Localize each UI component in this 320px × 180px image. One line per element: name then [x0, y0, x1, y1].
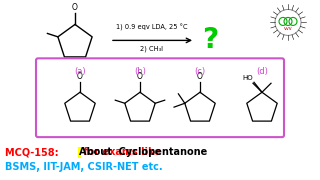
- Text: HO: HO: [242, 75, 253, 81]
- Text: (c): (c): [195, 67, 205, 76]
- FancyBboxPatch shape: [36, 58, 284, 137]
- Text: About  Cyclopentanone: About Cyclopentanone: [78, 147, 207, 157]
- Text: MCQ-158:: MCQ-158:: [5, 147, 62, 157]
- Text: O: O: [137, 72, 143, 81]
- Text: O: O: [197, 72, 203, 81]
- Text: for exams like: for exams like: [80, 147, 161, 157]
- Text: (a): (a): [74, 67, 86, 76]
- Text: vvv: vvv: [284, 26, 292, 31]
- FancyBboxPatch shape: [77, 147, 81, 158]
- Text: 2) CH₃I: 2) CH₃I: [140, 45, 164, 52]
- Text: 1) 0.9 eqv LDA, 25 °C: 1) 0.9 eqv LDA, 25 °C: [116, 24, 188, 31]
- Text: (b): (b): [134, 67, 146, 76]
- Text: ?: ?: [202, 26, 218, 54]
- Text: BSMS, IIT-JAM, CSIR-NET etc.: BSMS, IIT-JAM, CSIR-NET etc.: [5, 162, 163, 172]
- Text: (d): (d): [256, 67, 268, 76]
- Text: O: O: [72, 3, 78, 12]
- Text: O: O: [77, 72, 83, 81]
